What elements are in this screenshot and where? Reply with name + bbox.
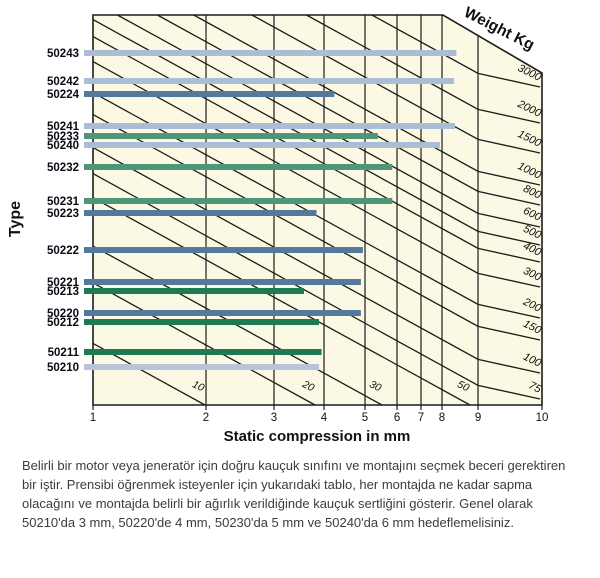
type-label-50212: 50212 [47, 317, 79, 329]
weight-line-100 [92, 147, 541, 374]
weight-line-150 [92, 114, 541, 341]
x-tick-label-3: 3 [271, 412, 277, 424]
type-label-50224: 50224 [47, 89, 80, 101]
x-tick-label-9: 9 [475, 412, 481, 424]
bar-50241 [84, 122, 455, 129]
weight-line-200 [92, 92, 541, 319]
type-label-50220: 50220 [47, 308, 79, 320]
weight-line-300 [92, 61, 541, 288]
type-label-50233: 50233 [47, 131, 79, 143]
weight-label-75: 75 [527, 380, 544, 397]
weight-line-1500 [251, 14, 541, 154]
bar-50233 [84, 133, 378, 140]
weight-line-30 [92, 245, 383, 406]
weight-line-1000 [193, 14, 541, 186]
description-text: Belirli bir motor veya jeneratör için do… [22, 458, 566, 530]
x-tick-label-10: 10 [536, 412, 549, 424]
x-tick-label-1: 1 [90, 412, 96, 424]
type-label-50231: 50231 [47, 196, 80, 208]
type-label-50243: 50243 [47, 48, 79, 60]
weight-label-50: 50 [455, 378, 471, 394]
x-tick-label-8: 8 [439, 412, 445, 424]
weight-line-400 [92, 36, 541, 263]
bar-50242 [84, 77, 454, 84]
x-tick-label-7: 7 [418, 412, 424, 424]
type-label-50242: 50242 [47, 76, 79, 88]
weight-line-20 [92, 282, 316, 406]
bar-50231 [84, 197, 393, 204]
bar-50224 [84, 91, 335, 98]
type-label-50241: 50241 [47, 121, 80, 133]
type-label-50240: 50240 [47, 140, 79, 152]
bar-50232 [84, 163, 393, 170]
weight-label-20: 20 [300, 378, 317, 394]
bar-50212 [84, 319, 320, 326]
weight-label-10: 10 [190, 378, 206, 394]
type-label-50210: 50210 [47, 362, 79, 374]
x-tick-label-4: 4 [321, 412, 328, 424]
bar-50222 [84, 247, 363, 254]
nomogram-chart: 1 2 3 4 5 6 7 8 9 10 3000 2000 1500 1000 800 600 500 400 3… [7, 4, 549, 445]
x-tick-label-5: 5 [362, 412, 368, 424]
type-label-50221: 50221 [47, 277, 80, 289]
type-label-50222: 50222 [47, 245, 79, 257]
type-label-50211: 50211 [48, 347, 80, 359]
weight-line-800 [157, 14, 541, 206]
weight-line-2000 [306, 14, 541, 124]
weight-line-500 [92, 19, 541, 246]
bar-50220 [84, 309, 361, 316]
x-tick-label-6: 6 [394, 412, 400, 424]
type-label-50223: 50223 [47, 208, 79, 220]
bar-50210 [84, 364, 320, 371]
type-label-50213: 50213 [47, 286, 79, 298]
weight-line-3000 [371, 14, 541, 88]
type-label-50232: 50232 [47, 162, 79, 174]
bar-50221 [84, 278, 361, 285]
nomogram-chart-svg: 1 2 3 4 5 6 7 8 9 1030002000150010008006005004003… [7, 4, 549, 445]
weight-line-75 [92, 173, 541, 400]
x-tick-label-2: 2 [203, 412, 209, 424]
bar-50213 [84, 288, 305, 295]
weight-line-50 [92, 197, 471, 406]
bar-50223 [84, 210, 317, 217]
bar-50243 [84, 49, 457, 56]
weight-label-30: 30 [367, 378, 383, 394]
y-axis-title: Type [7, 201, 24, 237]
bar-50211 [84, 348, 322, 355]
x-axis-title: Static compression in mm [224, 428, 411, 445]
bar-50240 [84, 141, 440, 148]
